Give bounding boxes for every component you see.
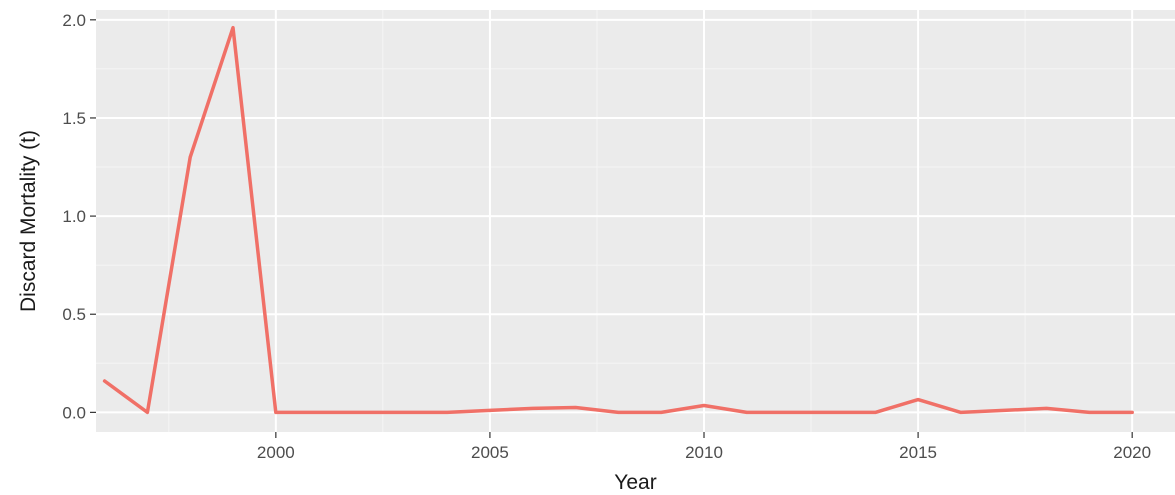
y-tick-label: 0.5: [62, 305, 86, 324]
series-line: [102, 25, 1134, 415]
plot-panel: [96, 10, 1175, 432]
x-axis-title: Year: [614, 471, 656, 494]
y-tick-label: 1.0: [62, 207, 86, 226]
series-layer: [102, 25, 1134, 415]
y-tick-label: 0.0: [62, 403, 86, 422]
major-grid: [96, 10, 1175, 432]
x-tick-label: 2005: [471, 443, 509, 462]
x-axis: 2000 2005 2010 2015 2020: [257, 432, 1151, 462]
y-axis-title: Discard Mortality (t): [17, 130, 40, 312]
x-tick-label: 2020: [1113, 443, 1151, 462]
x-tick-label: 2010: [685, 443, 723, 462]
y-tick-label: 1.5: [62, 109, 86, 128]
x-tick-label: 2015: [899, 443, 937, 462]
y-axis: 0.0 0.5 1.0 1.5 2.0: [62, 11, 96, 422]
y-tick-label: 2.0: [62, 11, 86, 30]
x-tick-label: 2000: [257, 443, 295, 462]
